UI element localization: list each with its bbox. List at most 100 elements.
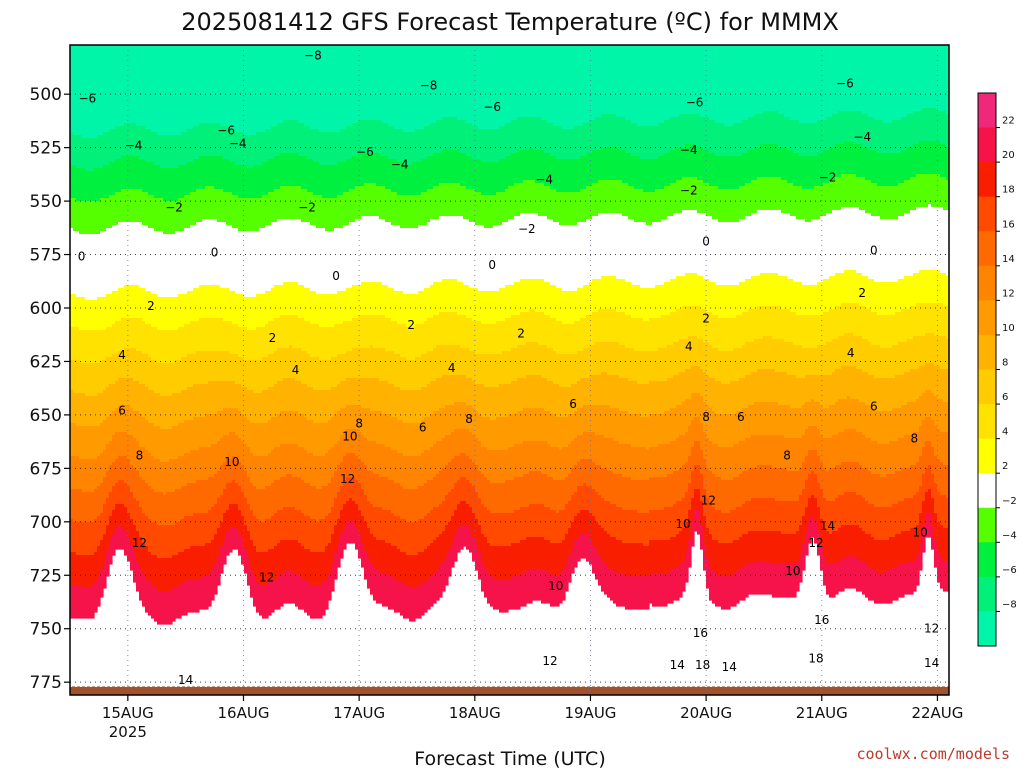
field-cell <box>82 234 86 298</box>
field-cell <box>661 123 665 157</box>
field-cell <box>184 357 188 391</box>
field-cell <box>709 534 713 568</box>
field-cell <box>136 351 140 382</box>
field-cell <box>502 288 506 322</box>
field-cell <box>364 495 368 523</box>
field-cell <box>343 408 347 433</box>
field-cell <box>334 294 338 325</box>
field-cell <box>388 576 392 610</box>
field-cell <box>787 438 791 472</box>
field-cell <box>667 345 671 379</box>
field-cell <box>76 297 80 328</box>
field-cell <box>136 222 140 286</box>
field-cell <box>517 576 521 610</box>
field-cell <box>847 429 851 463</box>
field-cell <box>550 45 554 124</box>
field-cell <box>391 546 395 577</box>
field-cell <box>445 216 449 280</box>
field-cell <box>214 414 218 445</box>
field-cell <box>484 45 488 130</box>
field-cell <box>580 351 584 379</box>
field-cell <box>796 219 800 283</box>
field-cell <box>802 219 806 286</box>
field-cell <box>406 522 410 556</box>
field-cell <box>835 435 839 466</box>
field-cell <box>820 186 824 217</box>
field-cell <box>193 450 197 484</box>
contour-label: 4 <box>118 348 126 362</box>
field-cell <box>517 543 521 577</box>
field-cell <box>856 495 860 526</box>
field-cell <box>853 429 857 463</box>
field-cell <box>367 348 371 379</box>
field-cell <box>358 534 362 559</box>
field-cell <box>127 435 131 460</box>
field-cell <box>85 300 89 331</box>
field-cell <box>601 147 605 181</box>
field-cell <box>865 534 869 565</box>
field-cell <box>913 45 917 112</box>
field-cell <box>895 45 899 121</box>
field-cell <box>484 228 488 292</box>
field-cell <box>214 156 218 190</box>
field-cell <box>226 435 230 460</box>
field-cell <box>826 45 830 118</box>
field-cell <box>667 216 671 283</box>
colorbar-label: 22 <box>1002 116 1015 127</box>
field-cell <box>592 45 596 121</box>
field-cell <box>361 435 365 463</box>
field-cell <box>187 45 191 130</box>
field-cell <box>277 480 281 511</box>
field-cell <box>895 567 899 601</box>
contour-label: 14 <box>670 658 685 672</box>
field-cell <box>505 450 509 481</box>
field-cell <box>934 483 938 514</box>
field-cell <box>160 429 164 463</box>
field-cell <box>904 180 908 214</box>
field-cell <box>682 528 686 562</box>
field-cell <box>277 447 281 481</box>
field-cell <box>802 285 806 316</box>
field-cell <box>94 519 98 553</box>
field-cell <box>256 519 260 553</box>
field-cell <box>178 165 182 199</box>
field-cell <box>760 45 764 115</box>
field-cell <box>886 570 890 604</box>
field-cell <box>328 450 332 484</box>
field-cell <box>481 354 485 385</box>
field-cell <box>718 477 722 511</box>
field-cell <box>478 159 482 193</box>
field-cell <box>391 192 395 226</box>
field-cell <box>922 366 926 394</box>
field-cell <box>862 402 866 436</box>
field-cell <box>337 384 341 412</box>
field-cell <box>583 285 587 319</box>
field-cell <box>325 294 329 328</box>
field-cell <box>925 303 929 334</box>
field-cell <box>199 351 203 385</box>
field-cell <box>118 351 122 379</box>
field-cell <box>271 387 275 418</box>
field-cell <box>859 465 863 496</box>
field-cell <box>181 198 185 232</box>
field-cell <box>163 462 167 496</box>
contour-label: 0 <box>332 269 340 283</box>
field-cell <box>418 45 422 130</box>
field-cell <box>799 186 803 220</box>
field-cell <box>679 180 683 214</box>
field-cell <box>943 273 947 307</box>
field-cell <box>355 480 359 505</box>
field-cell <box>898 120 902 154</box>
field-cell <box>439 282 443 313</box>
field-cell <box>295 444 299 478</box>
field-cell <box>799 378 803 409</box>
field-cell <box>319 423 323 457</box>
field-cell <box>304 45 308 127</box>
field-cell <box>856 399 860 433</box>
field-cell <box>163 525 167 559</box>
field-cell <box>652 510 656 541</box>
field-cell <box>769 531 773 565</box>
field-cell <box>748 564 752 595</box>
field-cell <box>277 348 281 382</box>
field-cell <box>292 573 296 604</box>
